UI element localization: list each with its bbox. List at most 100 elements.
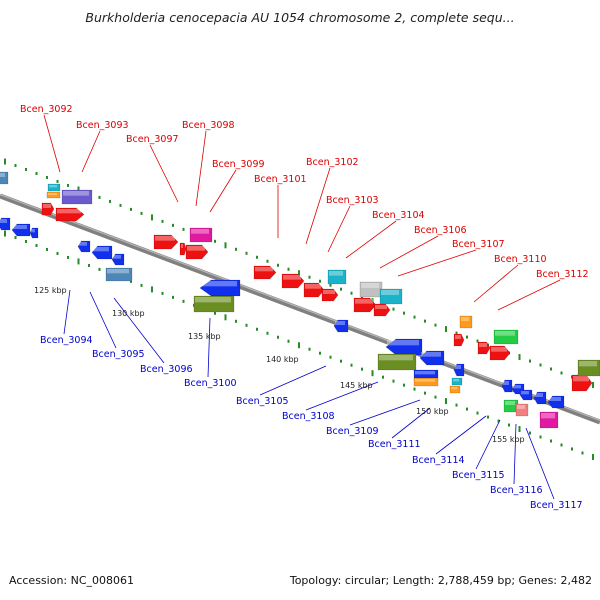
tick-dot <box>434 323 437 327</box>
tick-dot <box>277 263 279 267</box>
gene-highlight <box>305 284 321 289</box>
gene-shape <box>111 253 125 266</box>
tick-dot <box>592 381 594 388</box>
gene-shape <box>459 315 473 329</box>
gene-feature <box>477 341 491 355</box>
gene-label-reverse: Bcen_3117 <box>530 500 583 511</box>
gene-feature <box>571 374 593 392</box>
tick-dot <box>14 236 17 240</box>
gene-label-forward: Bcen_3107 <box>452 239 505 250</box>
gene-shape <box>577 359 600 377</box>
leader-line <box>209 169 237 213</box>
gene-highlight <box>93 247 109 252</box>
scale-label: 130 kbp <box>112 309 145 318</box>
gene-label-forward: Bcen_3102 <box>306 157 359 168</box>
gene-highlight <box>107 269 129 274</box>
gene-highlight <box>335 321 345 325</box>
gene-label-forward: Bcen_3092 <box>20 104 73 115</box>
gene-shape <box>91 245 113 260</box>
tick-dot <box>224 314 227 321</box>
leader-line <box>81 130 101 173</box>
tick-dot <box>98 267 101 271</box>
tick-dot <box>140 283 143 287</box>
gene-feature <box>377 353 417 371</box>
gene-label-reverse: Bcen_3109 <box>326 426 379 437</box>
gene-shape <box>533 391 547 405</box>
tick-dot <box>434 395 437 399</box>
leader-line <box>513 423 517 485</box>
tick-dot <box>382 375 384 379</box>
backbone-highlight <box>0 193 600 422</box>
tick-dot <box>182 227 185 231</box>
scale-label: 145 kbp <box>340 381 373 390</box>
gene-highlight <box>451 387 457 390</box>
gene-shape <box>547 395 565 409</box>
gene-shape <box>77 240 91 253</box>
gene-feature <box>519 389 533 401</box>
tick-dot <box>172 223 174 227</box>
tick-dot <box>56 179 59 183</box>
tick-dot <box>445 398 447 405</box>
gene-label-forward: Bcen_3101 <box>254 174 307 185</box>
gene-highlight <box>479 343 487 347</box>
gene-label-forward: Bcen_3093 <box>76 120 129 131</box>
gene-highlight <box>387 340 419 346</box>
gene-highlight <box>461 317 469 321</box>
gene-feature <box>91 245 113 260</box>
gene-feature <box>359 281 383 298</box>
gene-highlight <box>283 275 301 280</box>
gene-feature <box>511 383 525 395</box>
tick-dot <box>392 307 395 311</box>
gene-highlight <box>57 209 81 214</box>
gene-highlight <box>579 361 597 367</box>
gene-shape <box>253 265 277 280</box>
gene-shape <box>199 279 241 297</box>
tick-dot <box>476 411 479 415</box>
gene-highlight <box>79 242 87 246</box>
tick-dot <box>497 419 500 423</box>
gene-shape <box>321 288 339 302</box>
tick-dot <box>235 247 237 251</box>
gene-feature <box>489 345 511 361</box>
tick-dot <box>56 251 59 255</box>
gene-highlight <box>421 352 441 357</box>
gene-shape <box>327 269 347 285</box>
tick-dot <box>424 319 426 323</box>
gene-shape <box>153 234 179 250</box>
tick-dot <box>130 207 132 211</box>
gene-shape <box>189 227 213 243</box>
tick-dot <box>539 435 542 439</box>
gene-highlight <box>113 255 121 259</box>
leader-line <box>113 297 165 364</box>
gene-shape <box>373 303 391 317</box>
tick-dot <box>518 426 521 433</box>
gene-highlight <box>415 371 435 375</box>
scale-label: 125 kbp <box>34 286 67 295</box>
tick-dot <box>67 183 69 187</box>
gene-highlight <box>453 379 459 382</box>
tick-dot <box>14 164 17 168</box>
backbone-line <box>0 193 600 425</box>
tick-dot <box>487 415 489 419</box>
gene-highlight <box>155 236 175 241</box>
gene-highlight <box>355 299 373 304</box>
tick-dot <box>35 243 38 247</box>
gene-shape <box>419 350 445 366</box>
leader-line <box>497 279 561 311</box>
gene-feature <box>539 411 559 429</box>
tick-dot <box>266 331 269 335</box>
gene-label-forward: Bcen_3103 <box>326 195 379 206</box>
tick-dot <box>476 339 479 343</box>
gene-highlight <box>375 305 387 309</box>
gene-shape <box>29 227 39 239</box>
tick-dot <box>455 403 458 407</box>
tick-dot <box>172 295 174 299</box>
gene-shape <box>179 242 187 256</box>
tick-dot <box>350 363 353 367</box>
gene-highlight <box>535 393 543 397</box>
gene-shape <box>511 383 525 395</box>
tick-dot <box>466 335 468 339</box>
gene-highlight <box>195 297 231 303</box>
gene-feature <box>0 171 9 185</box>
